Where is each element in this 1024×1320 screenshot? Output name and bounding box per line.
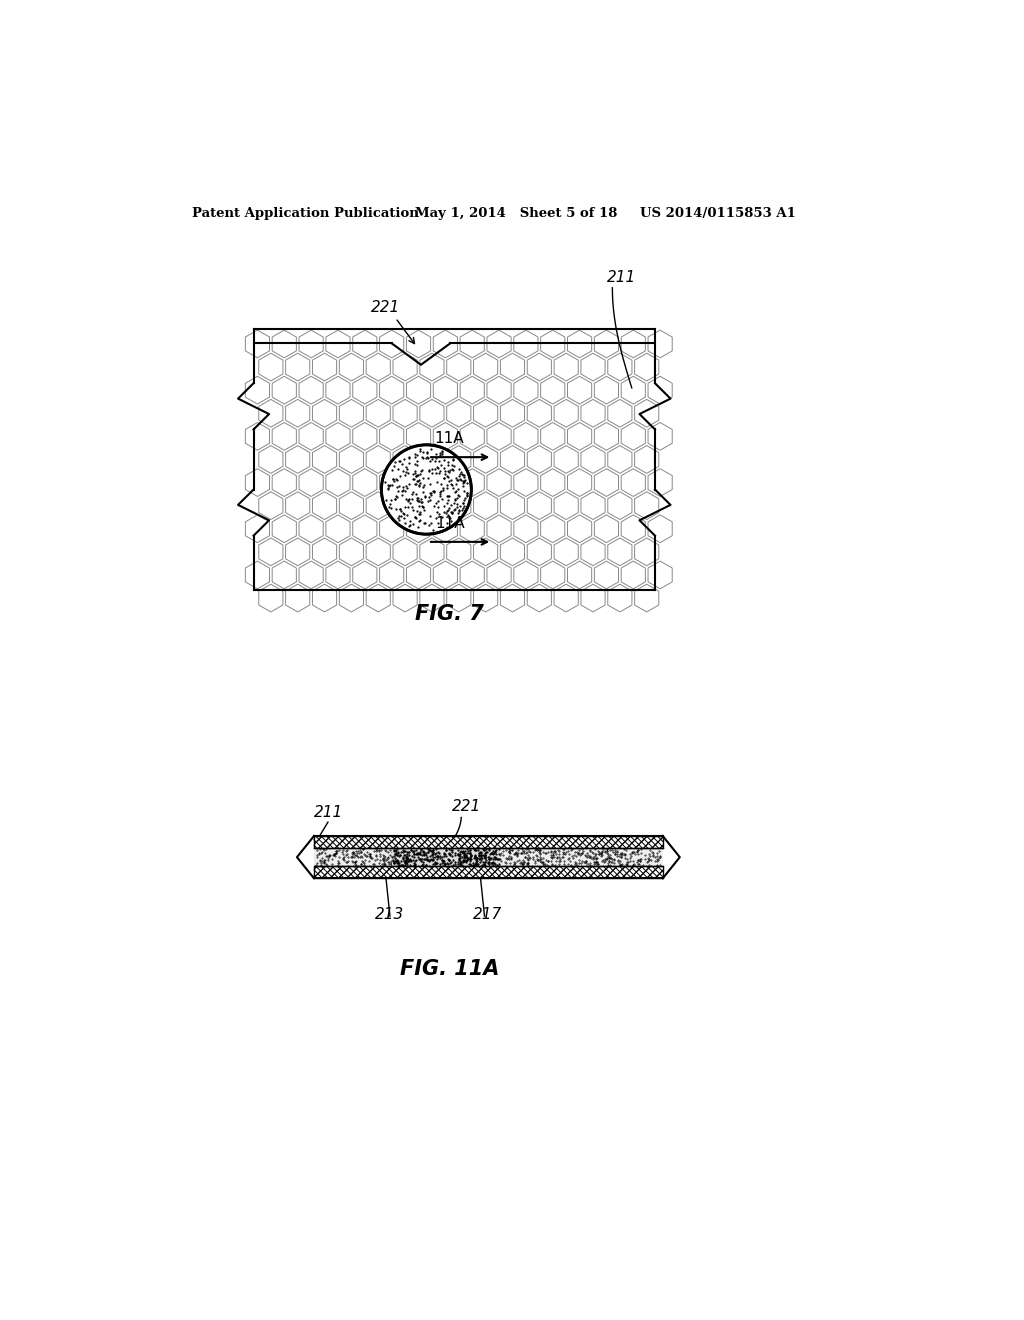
Text: 11A: 11A xyxy=(435,516,465,531)
Bar xyxy=(391,849,500,866)
Bar xyxy=(314,836,663,849)
Text: 213: 213 xyxy=(375,907,403,923)
Text: FIG. 11A: FIG. 11A xyxy=(400,958,500,978)
Text: FIG. 7: FIG. 7 xyxy=(416,605,484,624)
Text: May 1, 2014   Sheet 5 of 18: May 1, 2014 Sheet 5 of 18 xyxy=(415,207,617,220)
Text: US 2014/0115853 A1: US 2014/0115853 A1 xyxy=(640,207,796,220)
Text: 11A: 11A xyxy=(434,432,464,446)
Text: Patent Application Publication: Patent Application Publication xyxy=(191,207,418,220)
Bar xyxy=(314,866,663,878)
Text: 221: 221 xyxy=(452,800,481,814)
Text: 217: 217 xyxy=(473,907,502,923)
Text: 211: 211 xyxy=(607,269,636,285)
Text: 211: 211 xyxy=(314,805,343,820)
Circle shape xyxy=(381,445,471,535)
Bar xyxy=(314,849,663,866)
Text: 221: 221 xyxy=(371,301,399,315)
